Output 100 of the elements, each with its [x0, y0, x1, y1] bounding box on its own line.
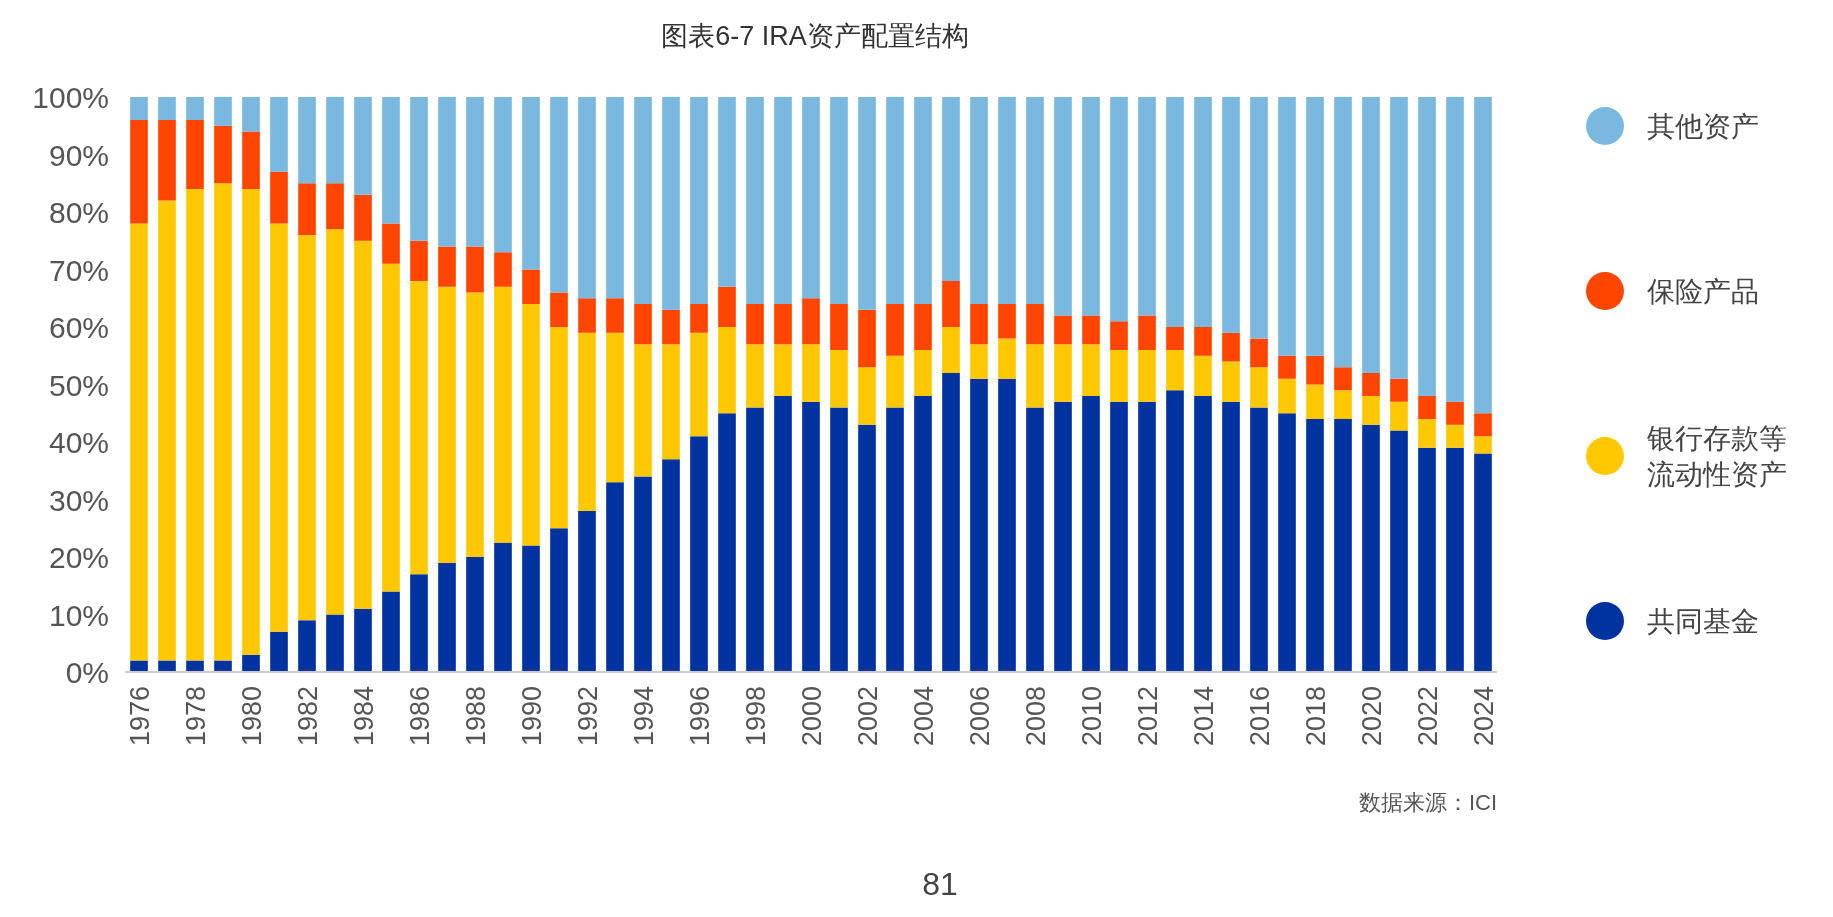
bar	[1054, 401, 1072, 672]
bar	[1390, 401, 1408, 431]
bar	[858, 367, 876, 425]
bar	[1446, 424, 1464, 448]
y-tick-label: 100%	[32, 81, 109, 114]
bar	[1138, 350, 1156, 402]
bar	[550, 528, 568, 672]
bar	[354, 608, 372, 672]
bar	[1082, 344, 1100, 396]
bar	[578, 332, 596, 511]
y-tick-label: 0%	[65, 656, 109, 689]
bar	[1334, 367, 1352, 391]
bar	[802, 401, 820, 672]
bar	[1446, 447, 1464, 672]
bar	[1138, 315, 1156, 350]
bar	[970, 344, 988, 379]
bar	[718, 413, 736, 672]
bar	[998, 97, 1016, 304]
bar	[1026, 407, 1044, 672]
bar	[998, 304, 1016, 339]
bar	[690, 436, 708, 672]
bar	[970, 97, 988, 304]
bar	[354, 194, 372, 241]
bar	[1390, 378, 1408, 402]
bar	[774, 344, 792, 396]
bar	[214, 183, 232, 661]
bar	[942, 281, 960, 327]
bar	[130, 223, 148, 661]
bar	[1054, 97, 1072, 316]
bar	[326, 229, 344, 615]
bar	[382, 263, 400, 592]
bar	[494, 286, 512, 543]
bar	[1362, 424, 1380, 672]
bar	[1110, 97, 1128, 322]
bar	[578, 511, 596, 672]
bar	[410, 574, 428, 672]
bar	[998, 378, 1016, 672]
bar	[1166, 327, 1184, 350]
x-tick-label: 1984	[349, 686, 379, 747]
bar	[802, 97, 820, 299]
bar	[466, 557, 484, 672]
bar	[1026, 344, 1044, 408]
bar	[774, 304, 792, 345]
bar	[214, 125, 232, 184]
bar	[270, 631, 288, 672]
bar	[242, 189, 260, 655]
bar	[690, 97, 708, 304]
bar	[242, 131, 260, 189]
bar	[886, 407, 904, 672]
y-tick-label: 40%	[48, 426, 109, 459]
bar	[1054, 315, 1072, 345]
bar	[130, 120, 148, 224]
bar	[466, 292, 484, 557]
bar	[1222, 332, 1240, 362]
legend-label: 其他资产	[1647, 111, 1759, 142]
bar	[1082, 315, 1100, 345]
bar	[186, 120, 204, 189]
bar	[886, 355, 904, 408]
bar	[746, 97, 764, 304]
bar	[1474, 413, 1492, 437]
text: 81	[922, 866, 958, 902]
bar	[410, 97, 428, 241]
bar	[662, 309, 680, 345]
bar	[1250, 407, 1268, 672]
bar	[1334, 97, 1352, 368]
bar	[830, 97, 848, 304]
bar	[382, 223, 400, 264]
legend-label: 共同基金	[1647, 606, 1759, 637]
x-tick-label: 2000	[797, 686, 827, 747]
y-tick-label: 90%	[48, 138, 109, 172]
bar	[1222, 97, 1240, 333]
bar	[1054, 344, 1072, 402]
bar	[1250, 338, 1268, 368]
bar	[298, 183, 316, 235]
bar	[550, 97, 568, 293]
y-tick-label: 30%	[48, 483, 109, 517]
bar	[606, 97, 624, 299]
x-tick-label: 2016	[1245, 686, 1275, 747]
bar	[1334, 390, 1352, 419]
bar	[858, 424, 876, 672]
y-tick-label: 20%	[48, 541, 109, 574]
bar	[438, 246, 456, 287]
bar	[158, 120, 176, 201]
bar	[1138, 401, 1156, 672]
bar	[718, 327, 736, 414]
x-tick-label: 2010	[1077, 686, 1107, 747]
bar	[1446, 401, 1464, 425]
bar	[774, 396, 792, 672]
bar	[130, 97, 148, 120]
bar	[942, 373, 960, 672]
bar	[886, 97, 904, 304]
bar	[802, 344, 820, 402]
bar	[942, 327, 960, 373]
bar	[1222, 401, 1240, 672]
bar	[326, 97, 344, 184]
bar	[578, 97, 596, 299]
bar	[1166, 97, 1184, 327]
bar	[438, 97, 456, 247]
bar	[1474, 436, 1492, 454]
bar	[1194, 355, 1212, 396]
